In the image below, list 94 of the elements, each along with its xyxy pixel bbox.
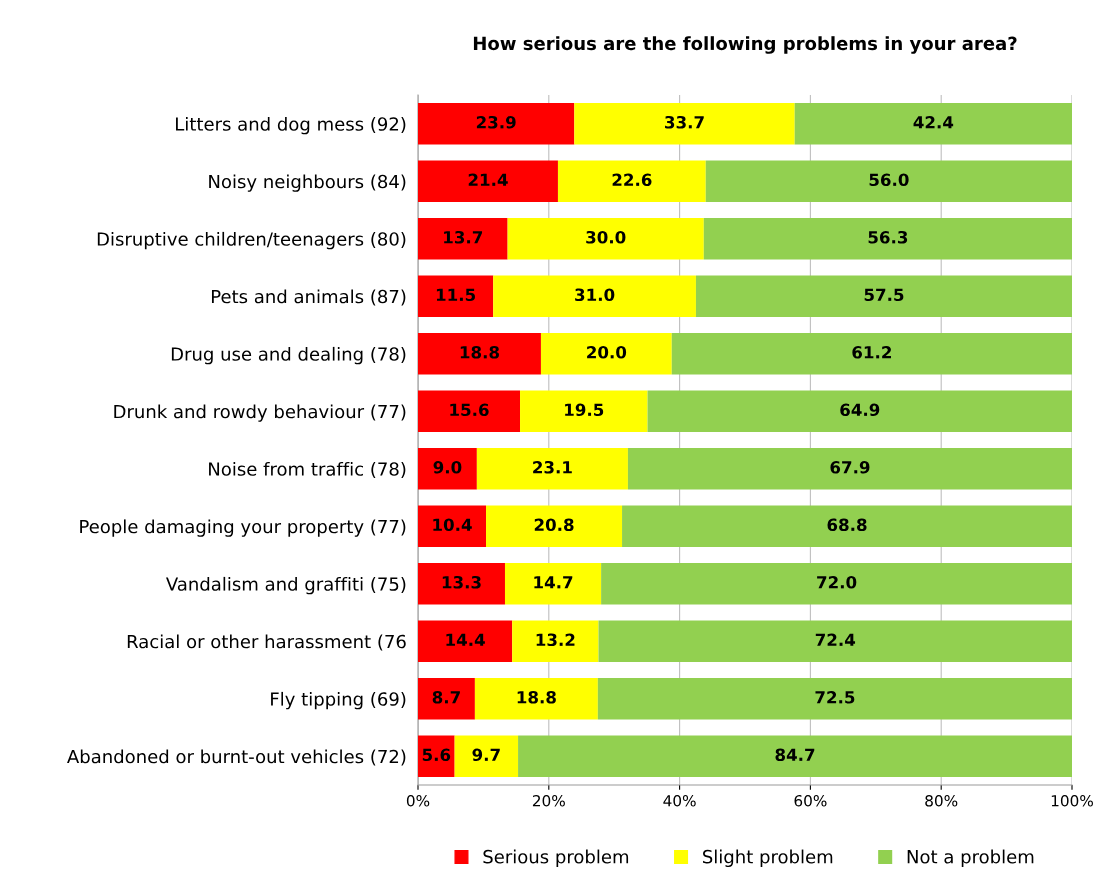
data-label: 18.8 xyxy=(517,690,556,704)
y-tick-label: Drug use and dealing (78) xyxy=(171,346,406,365)
data-label: 23.9 xyxy=(476,115,516,129)
data-label: 15.6 xyxy=(450,403,489,417)
bar xyxy=(705,160,1072,202)
bar xyxy=(574,103,795,145)
data-label: 57.5 xyxy=(864,288,904,302)
y-tick-label: Disruptive children/teenagers (80) xyxy=(97,231,406,250)
y-tick-label: Racial or other harassment (76 xyxy=(127,634,406,651)
bar xyxy=(794,103,1072,145)
bar xyxy=(486,505,623,547)
bar xyxy=(474,678,598,720)
bar xyxy=(507,218,704,260)
x-tick-label: 100% xyxy=(1051,794,1093,807)
bar xyxy=(418,563,505,605)
x-tick-label: 0% xyxy=(406,794,430,807)
bar xyxy=(418,505,487,547)
y-tick-label: People damaging your property (77) xyxy=(80,519,406,537)
data-label: 42.4 xyxy=(913,115,954,129)
bar xyxy=(418,620,513,662)
x-tick-label: 80% xyxy=(925,794,958,807)
data-label: 21.4 xyxy=(468,173,508,186)
data-label: 31.0 xyxy=(575,288,615,302)
y-tick-label: Pets and animals (87) xyxy=(211,289,406,306)
data-label: 72.5 xyxy=(815,690,855,704)
y-tick-label: Litters and dog mess (92) xyxy=(176,116,406,135)
bar xyxy=(703,218,1072,260)
data-label: 10.4 xyxy=(433,518,472,532)
data-label: 20.8 xyxy=(534,518,574,532)
data-label: 61.2 xyxy=(852,345,891,359)
data-label: 30.0 xyxy=(586,230,626,244)
y-tick-label: Abandoned or burnt-out vehicles (72) xyxy=(67,749,406,766)
bar xyxy=(540,333,672,375)
chart-title: How serious are the following problems in your area? xyxy=(473,36,1017,54)
x-tick-label: 60% xyxy=(794,794,827,807)
data-label: 67.9 xyxy=(830,460,870,474)
bar xyxy=(418,448,477,490)
data-label: 84.7 xyxy=(775,748,815,762)
bar xyxy=(418,333,541,375)
legend-label: Not a problem xyxy=(907,849,1034,868)
data-label: 14.4 xyxy=(446,633,485,646)
x-tick-label: 20% xyxy=(532,794,565,807)
data-label: 72.4 xyxy=(815,633,856,646)
y-tick-label: Noise from traffic (78) xyxy=(209,461,406,478)
bar xyxy=(520,390,648,432)
bar xyxy=(557,160,706,202)
bar xyxy=(671,333,1072,375)
y-tick-label: Fly tipping (69) xyxy=(271,691,406,710)
data-label: 9.7 xyxy=(472,748,500,762)
data-label: 56.0 xyxy=(869,173,909,187)
bar xyxy=(418,218,508,260)
bar xyxy=(418,160,558,202)
data-label: 56.3 xyxy=(868,230,908,244)
data-label: 13.7 xyxy=(444,230,483,244)
data-label: 13.2 xyxy=(536,633,575,647)
bar xyxy=(418,390,521,432)
bar xyxy=(418,275,494,317)
data-label: 19.5 xyxy=(565,403,604,417)
data-label: 23.1 xyxy=(533,460,572,474)
y-tick-label: Vandalism and graffiti (75) xyxy=(166,576,406,595)
y-tick-label: Noisy neighbours (84) xyxy=(209,174,406,192)
bar xyxy=(601,563,1072,605)
data-label: 68.8 xyxy=(827,518,867,532)
bar xyxy=(598,620,1072,662)
data-label: 64.9 xyxy=(840,403,880,417)
bar xyxy=(597,678,1072,720)
data-label: 22.6 xyxy=(612,173,652,187)
data-label: 20.0 xyxy=(587,345,627,359)
legend-label: Slight problem xyxy=(703,849,833,868)
bar xyxy=(418,735,455,777)
data-label: 9.0 xyxy=(433,460,462,474)
data-label: 8.7 xyxy=(432,690,460,704)
data-label: 72.0 xyxy=(817,575,857,589)
data-label: 18.8 xyxy=(460,345,499,359)
bar xyxy=(512,620,599,662)
legend-label: Serious problem xyxy=(483,849,629,868)
y-tick-label: Drunk and rowdy behaviour (77) xyxy=(114,404,406,422)
bar xyxy=(647,390,1072,432)
bar xyxy=(454,735,519,777)
bar xyxy=(476,448,628,490)
bar xyxy=(622,505,1072,547)
bar xyxy=(627,448,1072,490)
bar xyxy=(418,103,575,145)
bar xyxy=(504,563,602,605)
x-tick-label: 40% xyxy=(663,794,696,807)
data-label: 5.6 xyxy=(422,748,451,762)
bar xyxy=(518,735,1072,777)
data-label: 14.7 xyxy=(534,576,573,589)
data-label: 33.7 xyxy=(665,115,704,129)
data-label: 11.5 xyxy=(436,288,475,302)
bar xyxy=(418,678,475,720)
bar xyxy=(695,275,1072,317)
bar xyxy=(493,275,696,317)
data-label: 13.3 xyxy=(442,575,481,589)
